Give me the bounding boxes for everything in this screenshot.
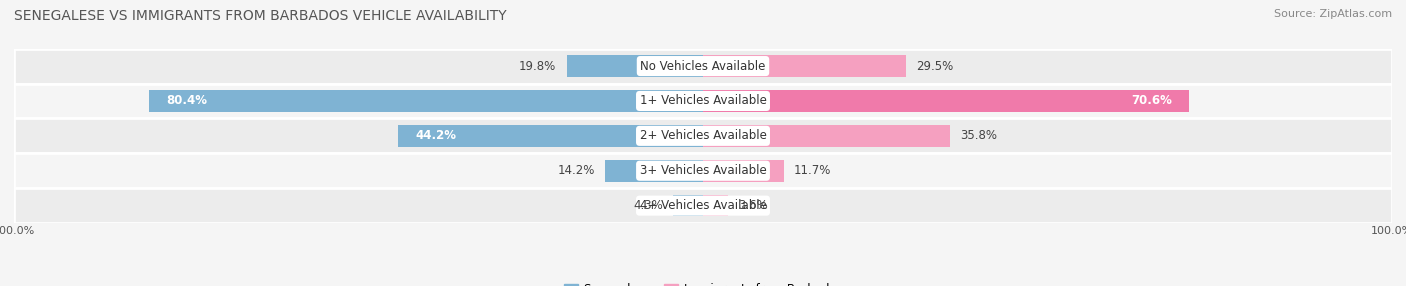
Text: 14.2%: 14.2% [557,164,595,177]
Text: SENEGALESE VS IMMIGRANTS FROM BARBADOS VEHICLE AVAILABILITY: SENEGALESE VS IMMIGRANTS FROM BARBADOS V… [14,9,506,23]
Text: 11.7%: 11.7% [794,164,831,177]
Bar [567,55,703,77]
Text: 80.4%: 80.4% [166,94,207,108]
Text: 4.3%: 4.3% [633,199,664,212]
Text: No Vehicles Available: No Vehicles Available [640,59,766,73]
Bar [14,84,1392,118]
Bar [149,90,703,112]
Text: 1+ Vehicles Available: 1+ Vehicles Available [640,94,766,108]
Text: 3.6%: 3.6% [738,199,768,212]
Bar [703,125,949,147]
Text: 35.8%: 35.8% [960,129,997,142]
Text: Source: ZipAtlas.com: Source: ZipAtlas.com [1274,9,1392,19]
Text: 2+ Vehicles Available: 2+ Vehicles Available [640,129,766,142]
Bar [703,55,907,77]
Bar [703,160,783,182]
Text: 44.2%: 44.2% [416,129,457,142]
Text: 4+ Vehicles Available: 4+ Vehicles Available [640,199,766,212]
Text: 70.6%: 70.6% [1132,94,1173,108]
Bar [605,160,703,182]
Bar [398,125,703,147]
Bar [14,188,1392,223]
Bar [673,195,703,217]
Bar [703,90,1189,112]
Bar [14,153,1392,188]
Bar [14,118,1392,153]
Text: 3+ Vehicles Available: 3+ Vehicles Available [640,164,766,177]
Bar [703,195,728,217]
Text: 19.8%: 19.8% [519,59,557,73]
Bar [14,49,1392,84]
Legend: Senegalese, Immigrants from Barbados: Senegalese, Immigrants from Barbados [558,279,848,286]
Text: 29.5%: 29.5% [917,59,953,73]
